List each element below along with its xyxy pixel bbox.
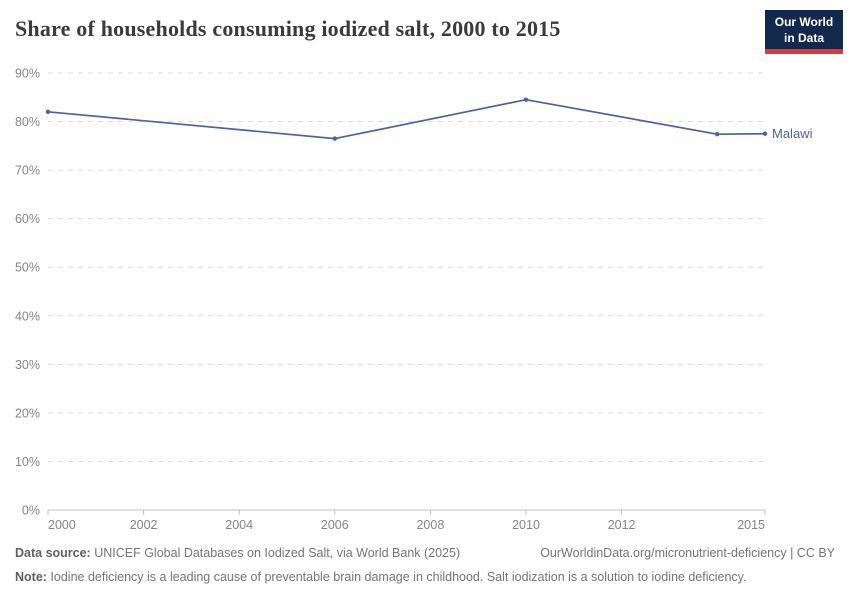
x-tick-label-2000: 2000 — [48, 518, 76, 532]
data-source-text: Data source: UNICEF Global Databases on … — [15, 546, 461, 560]
data-point-2010 — [523, 97, 529, 102]
y-tick-label-50: 50% — [15, 261, 40, 275]
x-tick-label-2002: 2002 — [130, 518, 158, 532]
data-point-2000 — [45, 109, 51, 115]
data-point-2014 — [715, 132, 720, 137]
chart-footer: Data source: UNICEF Global Databases on … — [15, 545, 835, 586]
chart-header: Share of households consuming iodized sa… — [15, 10, 843, 55]
entity-label: Malawi — [772, 126, 813, 141]
x-tick-label-2006: 2006 — [321, 518, 349, 532]
data-point-2006 — [332, 136, 337, 141]
owid-logo: Our World in Data — [765, 10, 843, 55]
owid-url-link[interactable]: OurWorldinData.org/micronutrient-deficie… — [540, 546, 835, 560]
y-tick-label-60: 60% — [15, 212, 40, 226]
y-tick-label-90: 90% — [15, 67, 40, 81]
y-tick-label-10: 10% — [15, 455, 40, 469]
series-line-malawi — [47, 98, 766, 140]
page-title: Share of households consuming iodized sa… — [15, 16, 561, 41]
y-tick-label-0: 0% — [22, 504, 40, 518]
x-tick-label-2008: 2008 — [416, 518, 444, 532]
data-source-label: Data source: — [15, 546, 91, 560]
x-tick-label-2012: 2012 — [608, 518, 636, 532]
y-tick-label-40: 40% — [15, 309, 40, 323]
x-tick-label-2010: 2010 — [512, 518, 540, 532]
x-tick-label-2015: 2015 — [737, 518, 765, 532]
y-tick-label-70: 70% — [15, 164, 40, 178]
note-label: Note: — [15, 569, 47, 584]
x-tick-label-2004: 2004 — [225, 518, 253, 532]
data-point-2015 — [762, 131, 768, 136]
logo-text-line2: in Data — [783, 30, 824, 45]
y-tick-label-30: 30% — [15, 358, 40, 372]
note-text: Note: Iodine deficiency is a leading cau… — [15, 569, 747, 584]
logo-text-line1: Our World — [774, 15, 834, 29]
y-tick-label-20: 20% — [15, 406, 40, 420]
y-tick-label-80: 80% — [15, 115, 40, 129]
